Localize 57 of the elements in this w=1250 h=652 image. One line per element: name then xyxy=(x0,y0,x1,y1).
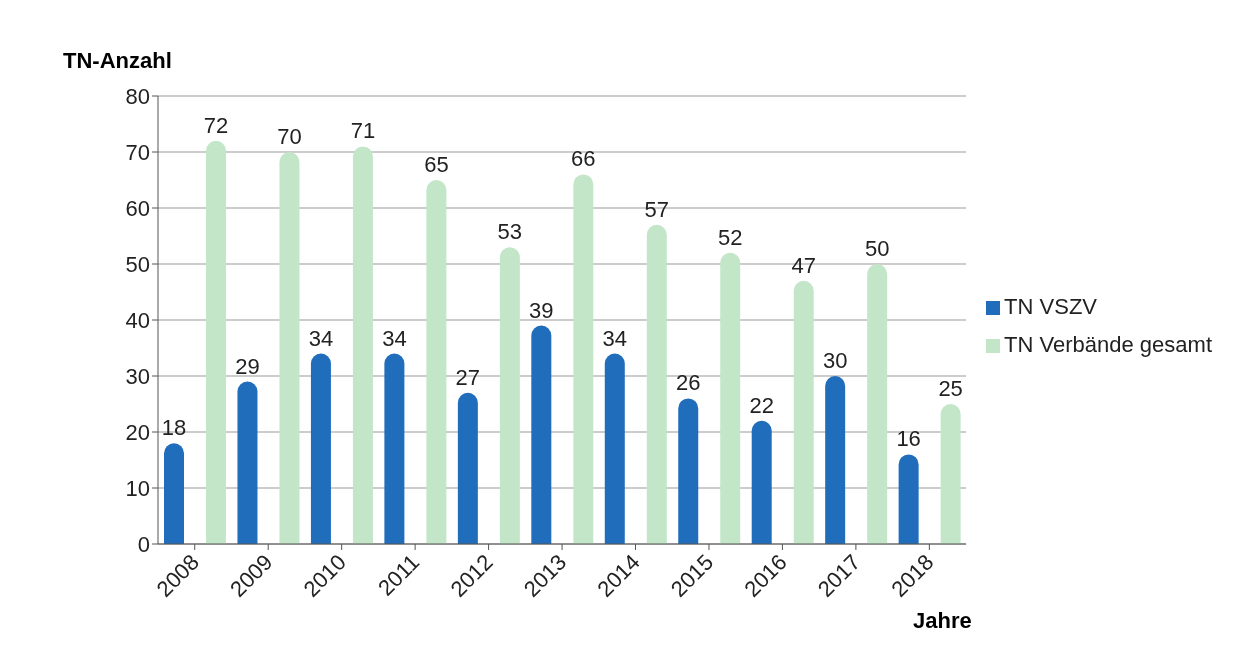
y-tick-label: 70 xyxy=(125,139,150,165)
y-tick-label: 30 xyxy=(125,363,150,389)
data-label: 52 xyxy=(718,224,743,250)
bar xyxy=(678,398,699,544)
data-label: 27 xyxy=(455,364,481,390)
data-label: 65 xyxy=(424,152,449,177)
bar xyxy=(279,152,300,544)
legend-label: TN Verbände gesamt xyxy=(1004,332,1212,357)
bar xyxy=(457,392,478,544)
bar xyxy=(751,420,772,544)
y-tick-label: 50 xyxy=(125,251,150,277)
data-label: 34 xyxy=(308,325,334,351)
bar xyxy=(237,381,258,544)
y-tick-label: 60 xyxy=(125,195,150,221)
y-tick-label: 10 xyxy=(125,475,150,501)
data-label: 57 xyxy=(644,196,670,222)
bar xyxy=(825,376,846,544)
bar xyxy=(867,264,888,544)
bar xyxy=(531,325,552,544)
bar xyxy=(426,180,447,544)
data-label: 47 xyxy=(791,252,816,278)
bar xyxy=(720,252,741,544)
data-label: 70 xyxy=(277,124,302,149)
y-tick-label: 0 xyxy=(137,531,150,557)
data-label: 66 xyxy=(571,146,596,172)
y-tick-label: 80 xyxy=(125,83,150,109)
bar xyxy=(793,280,814,544)
data-label: 53 xyxy=(497,219,523,245)
data-label: 26 xyxy=(676,370,701,396)
data-label: 50 xyxy=(864,236,890,261)
data-label: 29 xyxy=(235,353,260,379)
bar xyxy=(206,140,226,544)
data-label: 18 xyxy=(161,415,187,441)
data-label: 22 xyxy=(749,392,774,418)
y-tick-label: 40 xyxy=(125,307,150,333)
data-label: 16 xyxy=(896,426,921,452)
data-label: 72 xyxy=(203,112,229,138)
x-axis-title: Jahre xyxy=(913,608,972,634)
bar xyxy=(898,454,919,544)
y-axis-title: TN-Anzahl xyxy=(63,48,172,74)
data-label: 25 xyxy=(938,376,963,401)
bar xyxy=(646,224,667,544)
bar xyxy=(384,353,405,544)
data-label: 34 xyxy=(382,325,407,351)
data-label: 30 xyxy=(822,348,848,373)
legend-label: TN VSZV xyxy=(1004,294,1097,319)
bar xyxy=(352,146,373,544)
bar xyxy=(499,247,520,544)
bar xyxy=(604,353,625,544)
bar xyxy=(940,404,961,544)
bar xyxy=(164,443,184,544)
bar xyxy=(310,353,331,544)
data-label: 39 xyxy=(529,297,554,323)
data-label: 71 xyxy=(350,118,376,144)
bar xyxy=(573,174,594,544)
y-tick-label: 20 xyxy=(125,419,150,445)
data-label: 34 xyxy=(602,325,628,351)
